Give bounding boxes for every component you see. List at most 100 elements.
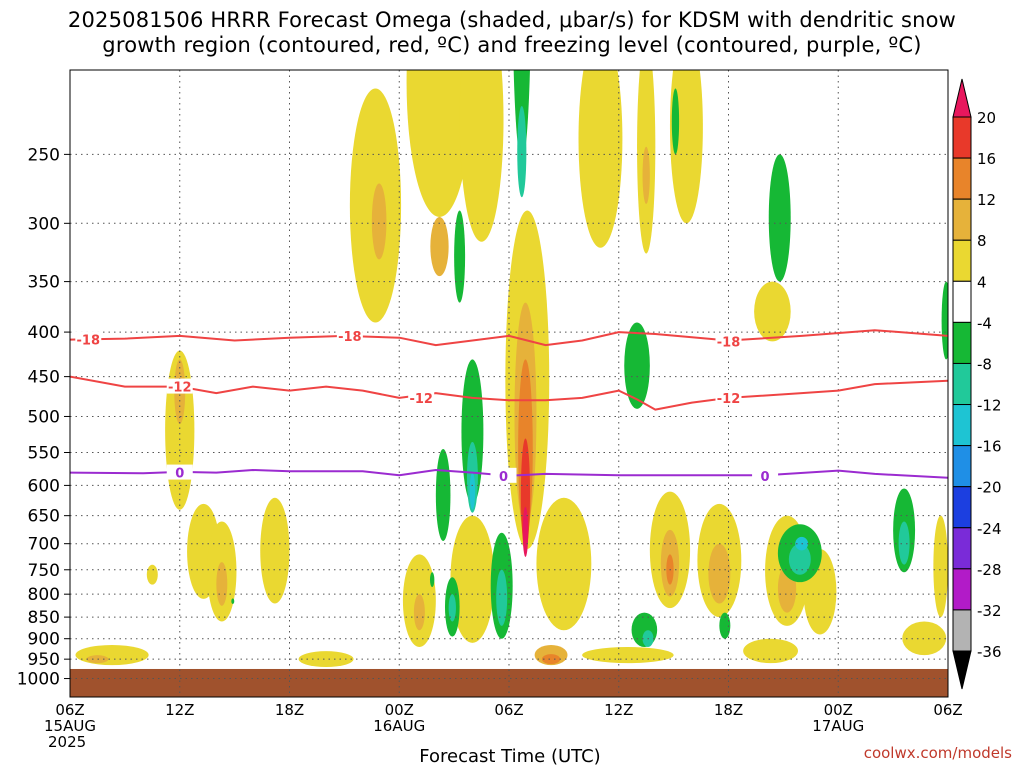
pressure-tick-label: 550 [28,444,60,464]
omega-cell [541,654,561,665]
colorbar-label: 12 [977,191,996,209]
omega-cell [260,497,290,604]
colorbar-band [952,362,972,406]
pressure-tick-label: 350 [28,273,60,293]
omega-cell [435,449,451,541]
contour-label-bg [752,467,779,483]
omega-cell [461,359,484,504]
omega-cell [941,281,948,360]
omega-cell [788,543,811,575]
colorbar-top-arrow [952,78,972,118]
omega-cell [216,562,228,606]
time-tick-label: 00Z 16AUG [359,702,439,734]
omega-cell [642,146,650,204]
omega-cell [768,154,791,282]
colorbar-label: -4 [977,314,992,332]
pressure-tick-label: 850 [28,608,60,628]
temperature-contours: -18 -18 -18 -12 -12 -12 0 0 0 [70,327,948,485]
pressure-tick-label: 800 [28,585,60,605]
time-tick-line: 2025 [48,733,87,751]
colorbar-label: -36 [977,643,1002,661]
contour-label: -12 [168,381,192,396]
omega-cell [671,88,680,155]
omega-cell [459,70,504,242]
time-tick-line: 12Z [165,701,195,719]
contour-label: -12 [409,392,433,407]
contour-label: -18 [338,330,362,345]
time-tick-line: 15AUG [44,717,96,735]
time-tick-line: 00Z [384,701,414,719]
plot-frame [69,69,949,698]
omega-cell [743,638,799,664]
pressure-tick-label: 650 [28,507,60,527]
colorbar-band [952,116,972,159]
contour-label: -12 [717,392,741,407]
contour-label: -18 [717,335,741,350]
chart-title-line2: growth region (contoured, red, ºC) and f… [102,33,922,57]
omega-cell [86,655,109,664]
time-tick-label: 06Z 15AUG 2025 [30,702,110,750]
x-axis-title: Forecast Time (UTC) [419,746,601,767]
omega-cell [469,472,476,510]
credit-link[interactable]: coolwx.com/models [863,744,1012,762]
colorbar-band [952,404,972,447]
colorbar-label: -20 [977,479,1002,497]
time-tick-line: 18Z [713,701,744,719]
omega-cell [496,569,508,626]
contour-label-bg [166,464,193,480]
pressure-tick-label: 600 [28,476,60,496]
omega-cell [146,564,158,585]
omega-cell [450,515,495,643]
colorbar-label: -16 [977,438,1002,456]
colorbar-band [952,321,972,364]
time-tick-label: 18Z [689,702,769,718]
pressure-tick-label: 300 [28,214,60,234]
colorbar-band [952,280,972,323]
contour-label: 0 [499,470,508,485]
colorbar-label: -32 [977,602,1002,620]
pressure-tick-label: 1000 [17,670,60,690]
omega-cell [578,70,623,248]
colorbar-label: -12 [977,397,1002,415]
time-tick-label: 18Z [250,702,330,718]
omega-cell [371,183,387,260]
omega-cell [624,322,650,409]
time-tick-line: 17AUG [812,717,865,735]
omega-cell [448,594,456,622]
omega-cell [582,647,674,664]
time-tick-line: 18Z [274,701,305,719]
colorbar-band [952,486,972,529]
time-tick-label: 12Z [579,702,659,718]
pressure-tick-label: 950 [28,650,60,670]
colorbar-band [952,157,972,200]
pressure-tick-label: 400 [28,323,60,343]
time-tick-line: 12Z [604,701,634,719]
time-tick-line: 06Z [55,701,85,719]
contour-line--12 [70,375,948,411]
omega-cell [898,521,910,565]
contour-label-bg [75,331,102,347]
omega-cell [454,210,466,303]
time-tick-label: 06Z [908,702,988,718]
omega-cell [231,598,235,604]
omega-cell [708,543,731,604]
colorbar-band [952,609,972,652]
chart-title-line1: 2025081506 HRRR Forecast Omega (shaded, … [67,8,957,32]
contour-label-bg [408,389,435,405]
colorbar-band [952,239,972,282]
pressure-tick-label: 250 [28,145,60,165]
time-tick-label: 12Z [140,702,220,718]
contour-label-bg [715,333,742,349]
colorbar-band [952,198,972,241]
pressure-tick-label: 450 [28,368,60,388]
omega-cell [902,621,947,656]
pressure-axis: 2503003504004505005506006507007508008509… [17,145,70,690]
time-tick-label: 06Z [469,702,549,718]
omega-cell [933,515,948,618]
contour-label-bg [166,378,193,394]
colorbar-label: 20 [977,109,996,127]
pressure-tick-label: 500 [28,407,60,427]
omega-cell [522,506,529,557]
colorbar-label: -8 [977,355,992,373]
